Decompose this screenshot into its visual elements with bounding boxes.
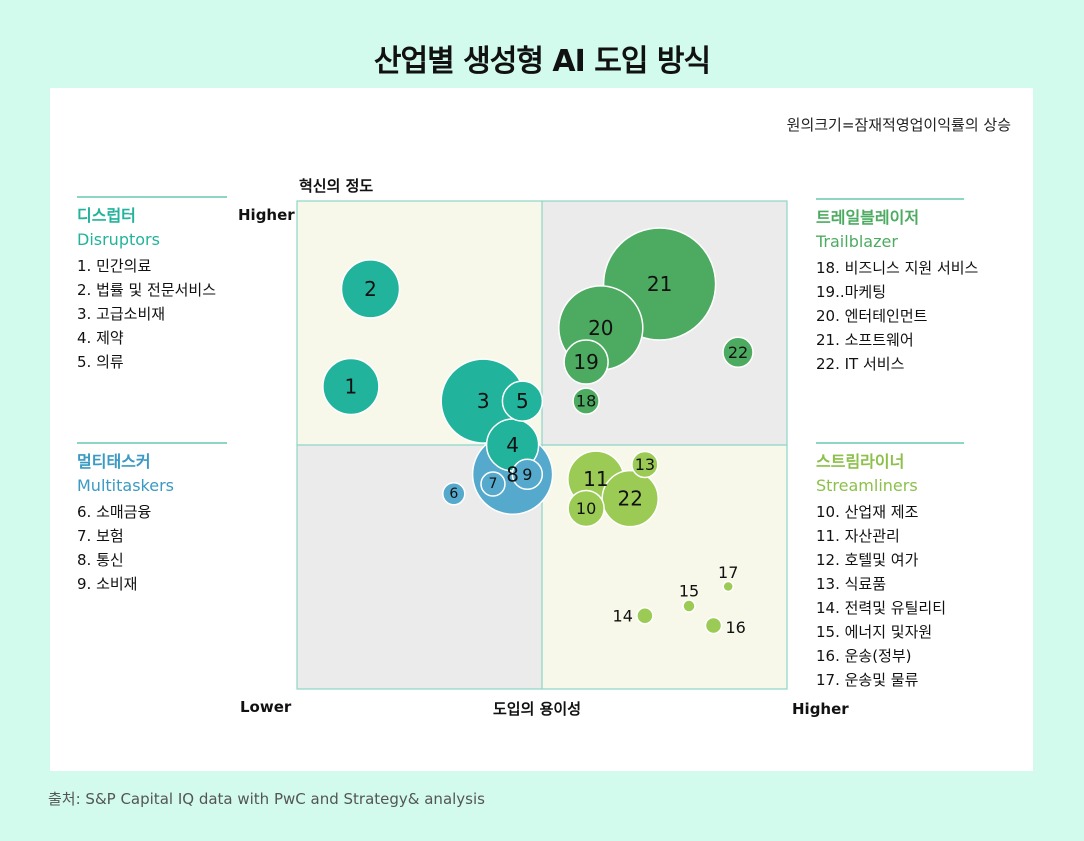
bubble-label: 17 bbox=[718, 563, 738, 582]
bubble-label: 22 bbox=[728, 343, 748, 362]
bubble-14 bbox=[636, 607, 654, 625]
x-axis-low-label: Lower bbox=[240, 698, 292, 716]
bubble-10 bbox=[567, 489, 605, 528]
group-title-en: Trailblazer bbox=[816, 231, 898, 251]
bubble-19 bbox=[563, 339, 609, 385]
bubble-label: 20 bbox=[588, 316, 613, 340]
group-item: 18. 비즈니스 지원 서비스 bbox=[816, 258, 979, 277]
x-axis-title: 도입의 용이성 bbox=[493, 700, 582, 718]
bubble-5 bbox=[501, 380, 544, 422]
group-item: 7. 보험 bbox=[77, 526, 124, 545]
group-multitaskers: 멀티태스커 Multitaskers 6. 소매금융 7. 보험 8. 통신 9… bbox=[77, 442, 227, 596]
y-axis-title: 혁신의 정도 bbox=[299, 177, 374, 195]
bubble-22 bbox=[601, 469, 659, 528]
group-title-ko: 멀티태스커 bbox=[77, 451, 151, 471]
group-rule bbox=[816, 198, 964, 200]
bubble-18 bbox=[572, 387, 600, 415]
bubble-13 bbox=[631, 450, 659, 479]
group-title-en: Disruptors bbox=[77, 229, 160, 249]
bubble-label: 16 bbox=[726, 618, 746, 637]
bubble-label: 3 bbox=[477, 389, 490, 413]
bubble-label: 19 bbox=[573, 350, 598, 374]
group-item: 4. 제약 bbox=[77, 328, 124, 347]
group-item: 19..마케팅 bbox=[816, 282, 887, 301]
group-item: 15. 에너지 및자원 bbox=[816, 622, 933, 641]
group-item: 22. IT 서비스 bbox=[816, 354, 905, 373]
group-item: 5. 의류 bbox=[77, 352, 124, 371]
group-item: 14. 전력및 유틸리티 bbox=[816, 598, 946, 617]
group-trailblazer: 트레일블레이저 Trailblazer 18. 비즈니스 지원 서비스 19..… bbox=[816, 198, 979, 376]
group-item: 8. 통신 bbox=[77, 550, 124, 569]
group-rule bbox=[77, 196, 227, 198]
group-item: 11. 자산관리 bbox=[816, 526, 900, 545]
bubble-9 bbox=[511, 458, 544, 491]
group-disruptors: 디스럽터 Disruptors 1. 민간의료 2. 법률 및 전문서비스 3.… bbox=[77, 196, 227, 374]
group-rule bbox=[816, 442, 964, 444]
bubble-17 bbox=[722, 580, 734, 593]
bubble-15 bbox=[682, 599, 696, 613]
group-item: 9. 소비재 bbox=[77, 574, 138, 593]
bubble-6 bbox=[442, 482, 466, 506]
bubble-label: 1 bbox=[345, 374, 358, 398]
bubble-label: 4 bbox=[506, 433, 519, 457]
bubble-label: 10 bbox=[576, 499, 596, 518]
bubble-label: 18 bbox=[576, 392, 596, 411]
x-axis-high-label: Higher bbox=[792, 700, 849, 718]
group-streamliners: 스트림라이너 Streamliners 10. 산업재 제조 11. 자산관리 … bbox=[816, 442, 976, 692]
group-title-en: Multitaskers bbox=[77, 475, 174, 495]
group-item: 6. 소매금융 bbox=[77, 502, 152, 521]
bubble-label: 5 bbox=[516, 389, 529, 413]
group-item: 13. 식료품 bbox=[816, 574, 887, 593]
bubble-size-note: 원의크기=잠재적영업이익률의 상승 bbox=[786, 116, 1011, 134]
bubble-7 bbox=[480, 471, 506, 497]
bubble-label: 14 bbox=[613, 606, 633, 625]
group-item: 16. 운송(정부) bbox=[816, 646, 912, 665]
group-item: 3. 고급소비재 bbox=[77, 304, 166, 323]
bubble-label: 7 bbox=[489, 476, 498, 492]
group-item: 17. 운송및 물류 bbox=[816, 670, 919, 689]
group-title-en: Streamliners bbox=[816, 475, 918, 495]
group-item: 10. 산업재 제조 bbox=[816, 502, 919, 521]
bubble-22 bbox=[722, 336, 754, 369]
group-rule bbox=[77, 442, 227, 444]
group-item: 21. 소프트웨어 bbox=[816, 330, 914, 349]
bubble-label: 2 bbox=[364, 277, 377, 301]
group-item: 1. 민간의료 bbox=[77, 256, 152, 275]
y-axis-high-label: Higher bbox=[238, 206, 295, 224]
bubble-label: 13 bbox=[635, 455, 655, 474]
group-title-ko: 트레일블레이저 bbox=[816, 207, 920, 227]
chart-title: 산업별 생성형 AI 도입 방식 bbox=[373, 44, 711, 79]
bubble-label: 15 bbox=[679, 582, 699, 601]
bubble-label: 6 bbox=[449, 486, 458, 502]
bubble-1 bbox=[322, 357, 380, 416]
bubble-label: 8 bbox=[506, 462, 519, 486]
group-item: 2. 법률 및 전문서비스 bbox=[77, 280, 217, 299]
group-item: 12. 호텔및 여가 bbox=[816, 550, 919, 569]
bubble-label: 22 bbox=[617, 487, 642, 511]
group-title-ko: 스트림라이너 bbox=[816, 451, 905, 471]
group-title-ko: 디스럽터 bbox=[77, 205, 136, 225]
bubble-label: 11 bbox=[583, 467, 608, 491]
bubble-label: 9 bbox=[522, 465, 532, 484]
bubble-label: 21 bbox=[647, 272, 672, 296]
bubble-2 bbox=[340, 259, 401, 319]
group-item: 20. 엔터테인먼트 bbox=[816, 306, 928, 325]
bubble-16 bbox=[704, 616, 723, 635]
source-note: 출처: S&P Capital IQ data with PwC and Str… bbox=[48, 790, 485, 808]
